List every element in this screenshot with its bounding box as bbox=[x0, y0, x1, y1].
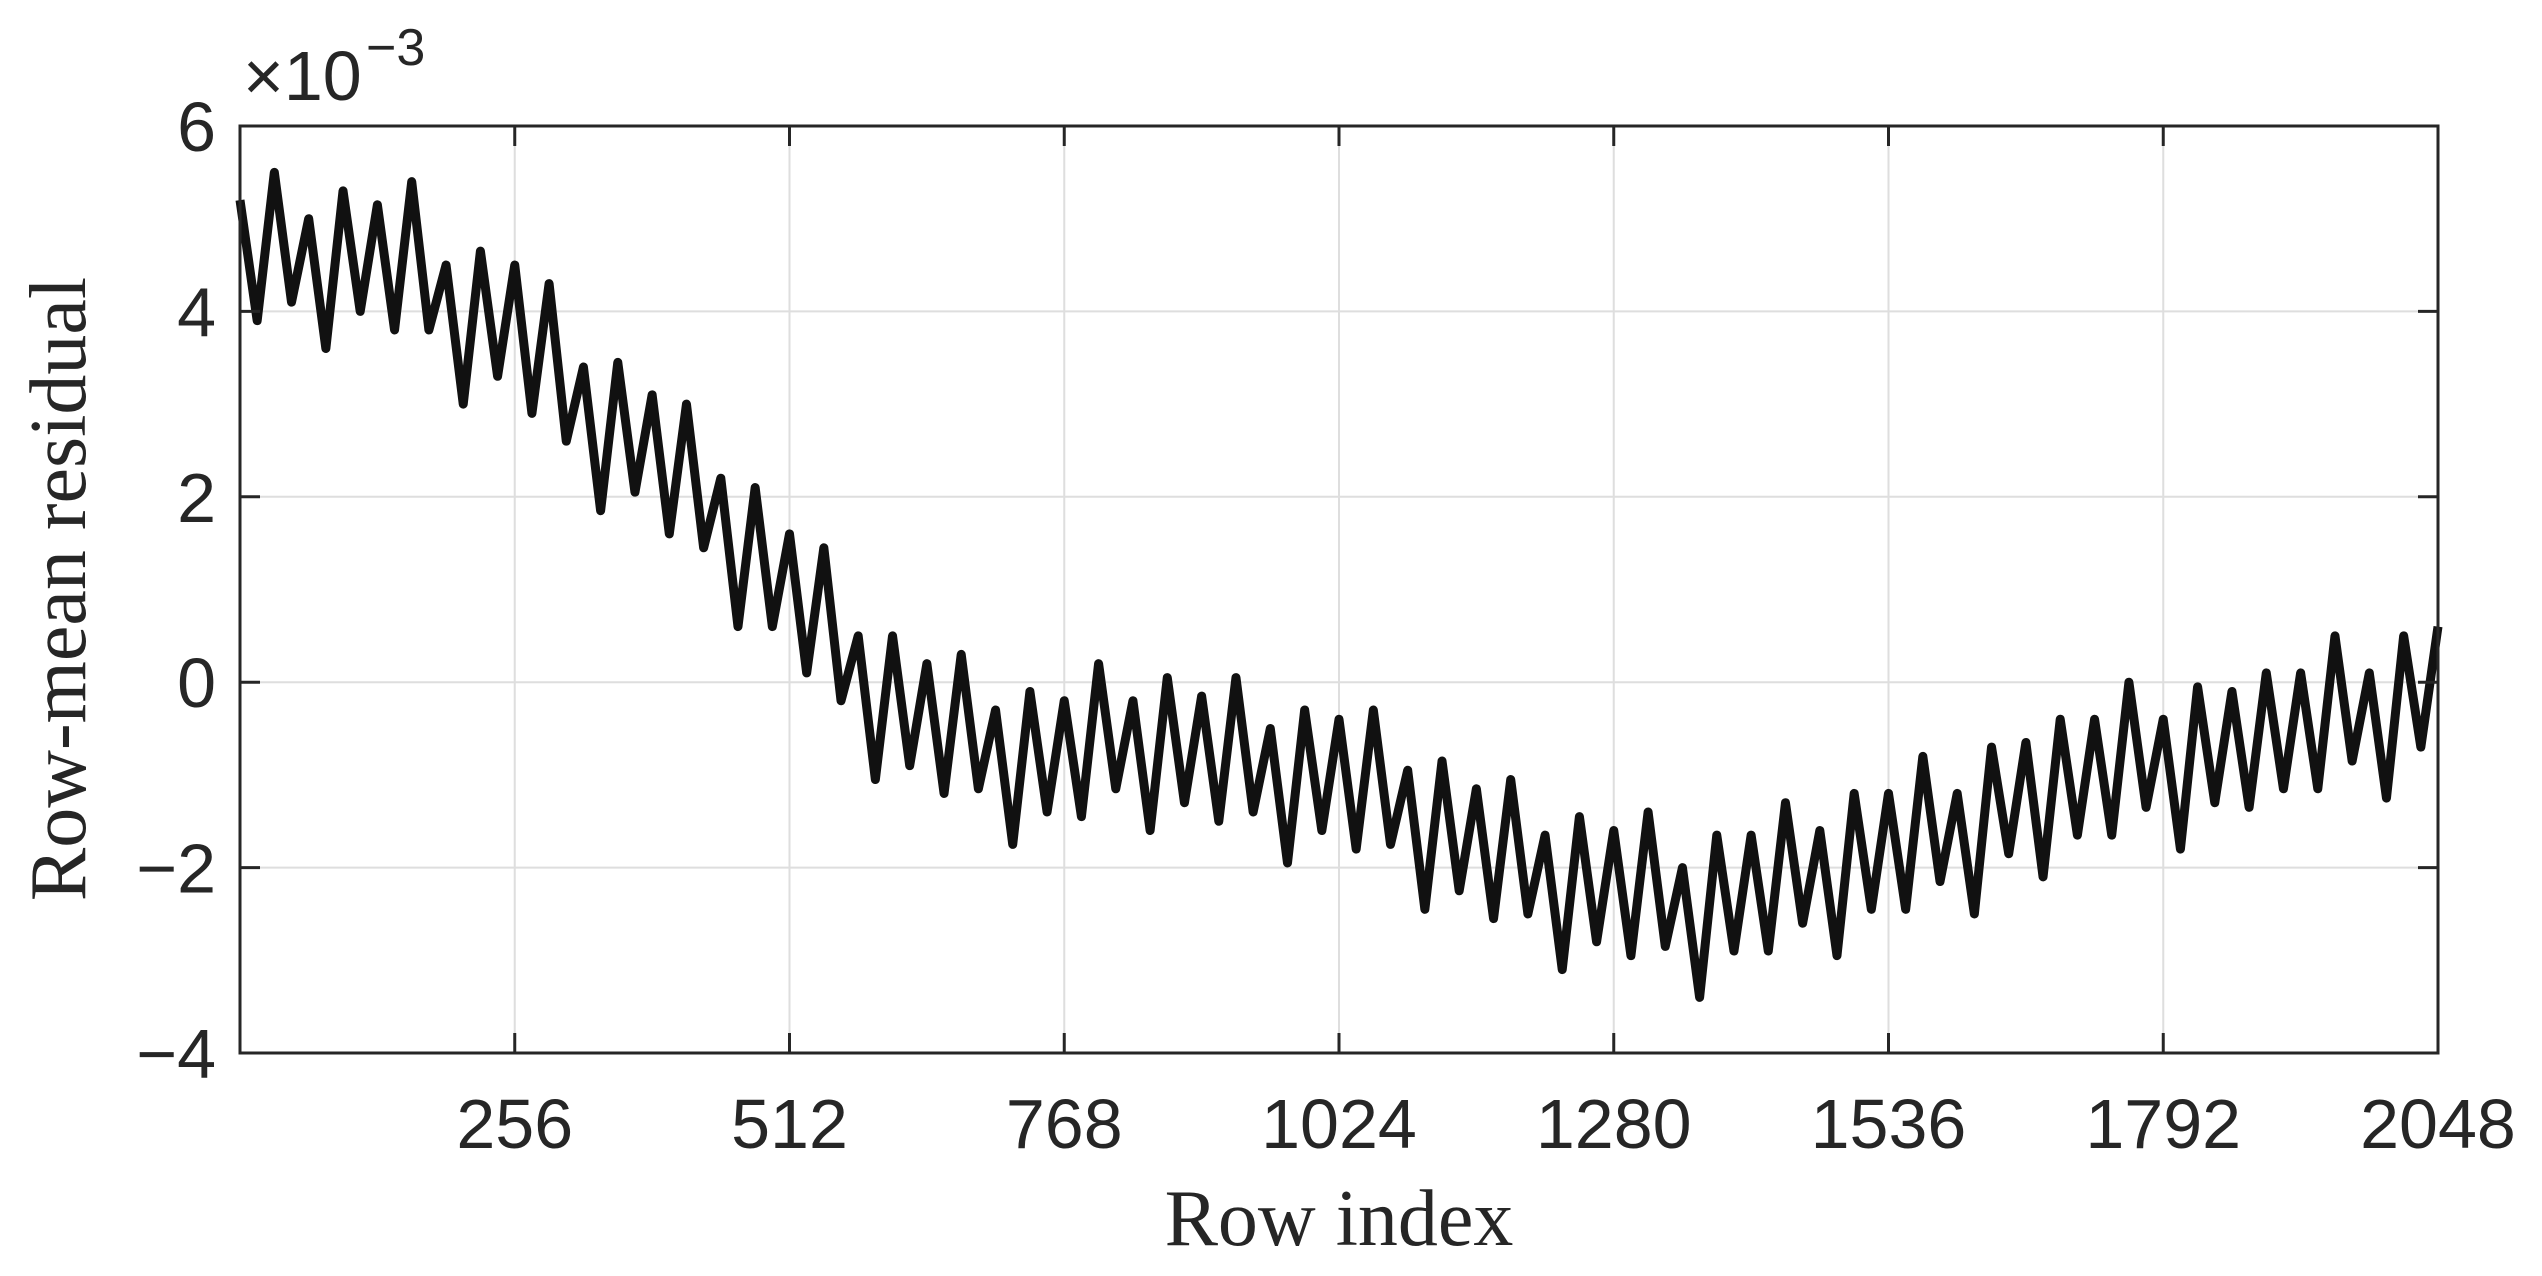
data-line bbox=[235, 167, 2443, 1002]
grid bbox=[240, 125, 2439, 1054]
y-multiplier-base: ×10 bbox=[243, 37, 362, 115]
y-tick-label: 0 bbox=[177, 644, 216, 722]
x-tick-label: 2048 bbox=[2360, 1085, 2516, 1163]
x-axis-label: Row index bbox=[1165, 1175, 1514, 1263]
axes: 256 512 768 1024 1280 1536 1792 2048 −4 −2 0 2 4 6 bbox=[136, 88, 2516, 1163]
y-multiplier-exponent: −3 bbox=[366, 19, 425, 77]
x-tick-label: 1024 bbox=[1261, 1085, 1417, 1163]
axes-box bbox=[238, 124, 2440, 1055]
y-tick-label: −4 bbox=[136, 1015, 216, 1093]
plot-area bbox=[235, 167, 2443, 1002]
x-tick-label: 768 bbox=[1006, 1085, 1123, 1163]
x-tick-label: 1280 bbox=[1536, 1085, 1692, 1163]
x-tick-label: 256 bbox=[456, 1085, 573, 1163]
y-tick-label: 4 bbox=[177, 273, 216, 351]
x-tick-label: 1792 bbox=[2085, 1085, 2241, 1163]
y-axis-label: Row-mean residual bbox=[15, 277, 103, 901]
x-tick-label: 512 bbox=[731, 1085, 848, 1163]
x-tick-label: 1536 bbox=[1811, 1085, 1967, 1163]
y-tick-label: 2 bbox=[177, 459, 216, 537]
y-tick-label: −2 bbox=[136, 830, 216, 908]
y-tick-label: 6 bbox=[177, 88, 216, 166]
